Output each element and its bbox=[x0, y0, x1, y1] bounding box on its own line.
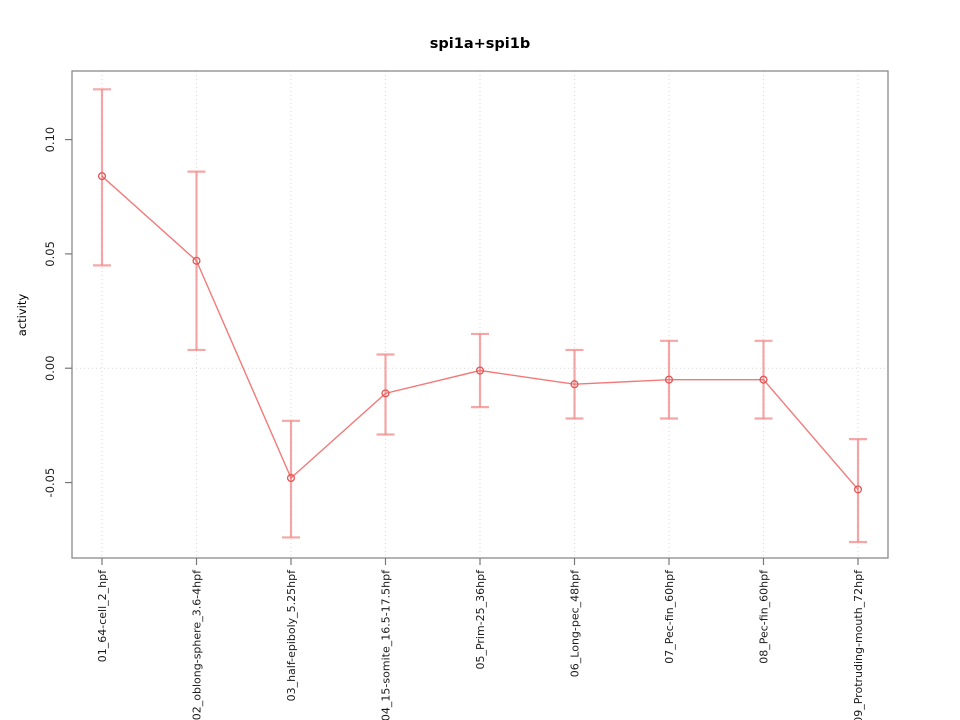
x-tick-label: 06_Long-pec_48hpf bbox=[568, 569, 581, 677]
y-tick-label: 0.05 bbox=[43, 241, 57, 267]
data-point-marker bbox=[192, 256, 201, 265]
y-tick-label: 0.10 bbox=[43, 127, 57, 153]
data-point-marker bbox=[853, 485, 863, 494]
x-tick-label: 09_Protruding-mouth_72hpf bbox=[852, 569, 865, 720]
plot-box bbox=[71, 70, 889, 559]
data-point-marker bbox=[570, 380, 579, 389]
data-point-marker bbox=[759, 375, 768, 384]
x-tick-label: 01_64-cell_2_hpf bbox=[96, 569, 109, 662]
x-tick-label: 07_Pec-fin_60hpf bbox=[663, 569, 676, 664]
data-point-marker bbox=[475, 366, 485, 375]
y-tick-label: 0.00 bbox=[43, 355, 57, 381]
data-point-marker bbox=[97, 172, 107, 181]
data-point-marker bbox=[664, 375, 674, 384]
x-tick-label: 04_15-somite_16.5-17.5hpf bbox=[379, 569, 392, 720]
data-point-marker bbox=[381, 389, 390, 398]
data-point-marker bbox=[286, 473, 296, 483]
x-tick-label: 03_half-epiboly_5.25hpf bbox=[285, 569, 298, 702]
x-tick-label: 02_oblong-sphere_3.6-4hpf bbox=[190, 569, 203, 720]
x-tick-label: 05_Prim-25_36hpf bbox=[474, 569, 487, 670]
x-tick-label: 08_Pec-fin_60hpf bbox=[757, 569, 770, 664]
y-axis-label: activity bbox=[15, 293, 29, 337]
series-line bbox=[101, 175, 859, 490]
chart-title: spi1a+spi1b bbox=[429, 36, 531, 52]
y-tick-label: -0.05 bbox=[43, 468, 57, 498]
